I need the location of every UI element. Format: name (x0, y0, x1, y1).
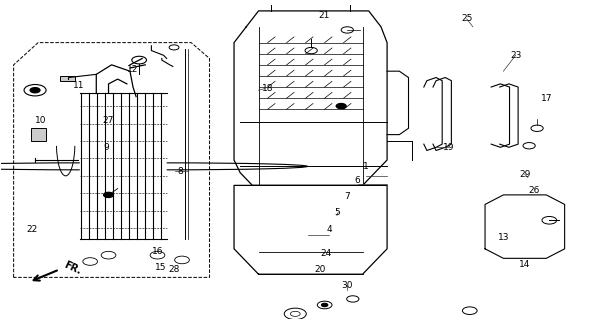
Text: 22: 22 (26, 225, 38, 234)
Circle shape (104, 192, 113, 197)
Circle shape (322, 303, 328, 307)
Text: 23: 23 (510, 51, 522, 60)
Text: 17: 17 (541, 94, 552, 103)
Text: 28: 28 (169, 265, 180, 274)
Text: 1: 1 (363, 162, 368, 171)
Text: 4: 4 (326, 225, 331, 234)
Text: 9: 9 (104, 143, 109, 152)
Circle shape (336, 104, 346, 108)
Text: 13: 13 (498, 233, 509, 242)
Text: 25: 25 (461, 14, 472, 23)
Text: 20: 20 (314, 265, 325, 274)
Bar (60, 76, 75, 81)
Text: 12: 12 (127, 65, 139, 74)
Text: 18: 18 (262, 84, 274, 93)
Text: 11: 11 (73, 81, 85, 90)
Text: 16: 16 (152, 247, 163, 257)
Text: 14: 14 (519, 260, 531, 269)
Text: 21: 21 (319, 11, 330, 20)
Circle shape (30, 88, 40, 93)
Text: 7: 7 (344, 192, 350, 201)
Text: 15: 15 (155, 263, 166, 272)
Bar (31, 128, 46, 141)
Text: 24: 24 (320, 249, 331, 258)
Text: 5: 5 (334, 208, 339, 217)
Text: 10: 10 (36, 116, 47, 125)
Text: 27: 27 (103, 116, 114, 125)
Text: 29: 29 (519, 170, 531, 179)
Text: 30: 30 (341, 281, 353, 290)
Text: 19: 19 (443, 143, 454, 152)
Text: 6: 6 (355, 176, 360, 185)
Text: 8: 8 (177, 167, 183, 176)
Text: FR.: FR. (63, 260, 83, 276)
Text: 26: 26 (528, 186, 540, 195)
